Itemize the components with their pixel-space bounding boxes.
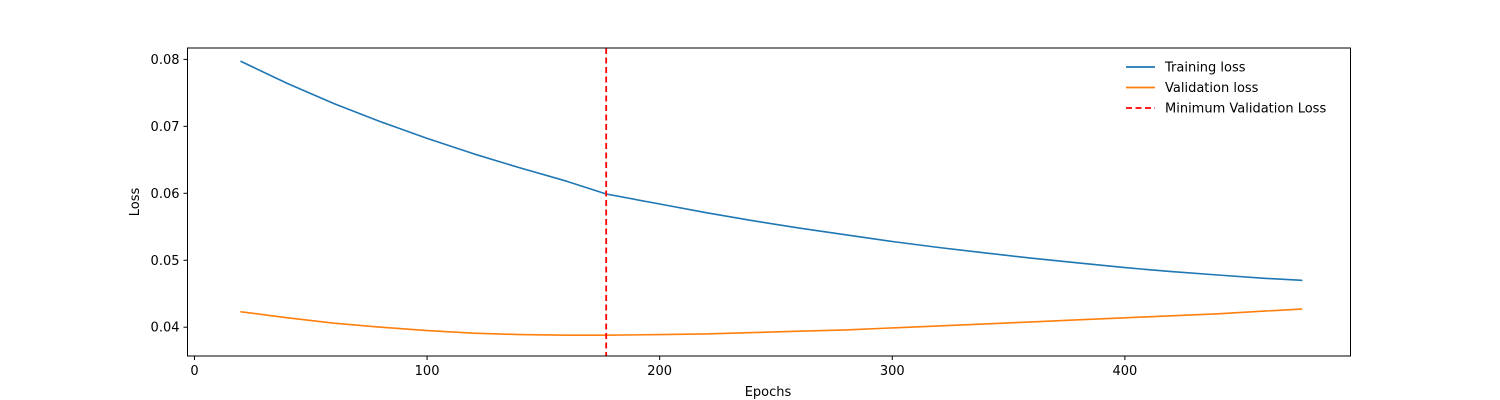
y-tick-label: 0.07 bbox=[151, 120, 180, 135]
legend-label-2: Minimum Validation Loss bbox=[1165, 102, 1326, 117]
legend-label-0: Training loss bbox=[1164, 61, 1246, 76]
y-tick-label: 0.04 bbox=[151, 321, 180, 336]
series-line-0 bbox=[240, 60, 1303, 282]
x-tick-label: 200 bbox=[647, 364, 672, 379]
y-tick-label: 0.08 bbox=[151, 53, 180, 68]
x-tick-label: 300 bbox=[880, 364, 905, 379]
plot-frame bbox=[187, 47, 1351, 357]
series-line-1 bbox=[240, 308, 1303, 337]
x-axis-title: Epochs bbox=[745, 385, 792, 400]
x-tick-label: 100 bbox=[415, 364, 440, 379]
x-tick-label: 400 bbox=[1112, 364, 1137, 379]
x-tick-label: 0 bbox=[190, 364, 198, 379]
x-axis: 0 100 200 300 400 bbox=[190, 356, 1137, 379]
y-axis-title: Loss bbox=[128, 188, 143, 217]
legend-label-1: Validation loss bbox=[1165, 81, 1259, 96]
legend: Training loss Validation loss Minimum Vali… bbox=[1126, 61, 1326, 117]
y-tick-label: 0.06 bbox=[151, 187, 180, 202]
y-tick-label: 0.05 bbox=[151, 254, 180, 269]
plot-marks bbox=[240, 48, 1303, 356]
y-axis: 0.04 0.05 0.06 0.07 0.08 bbox=[151, 53, 188, 336]
